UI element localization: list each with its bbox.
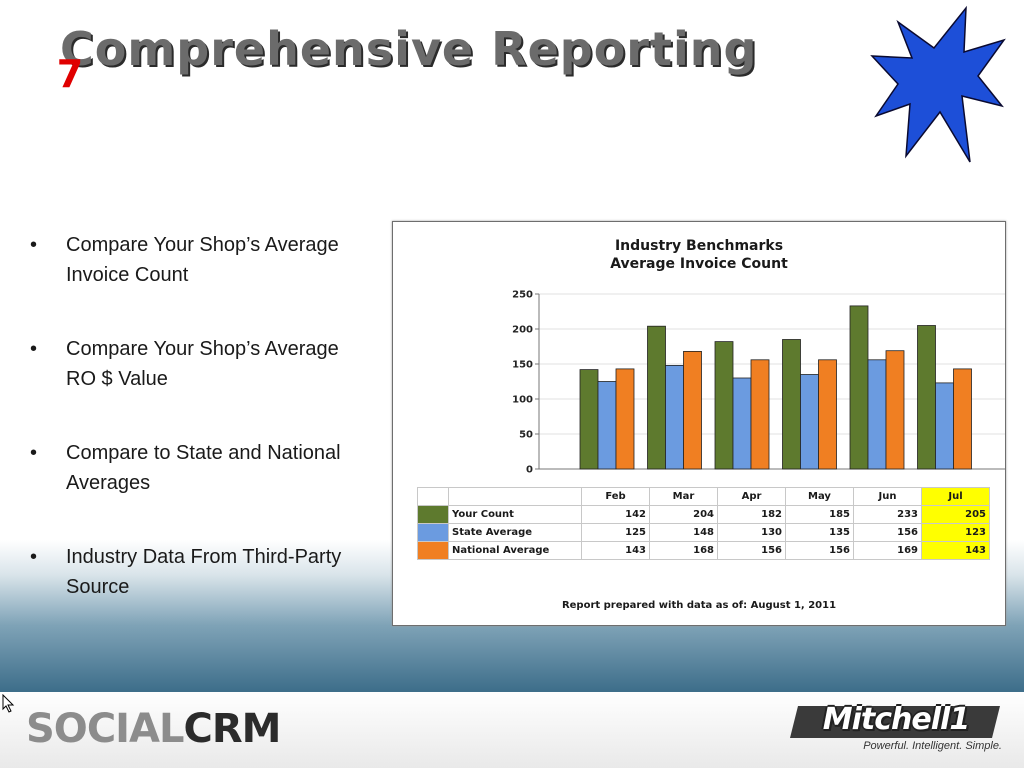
bullet-dot-icon: • <box>30 546 38 568</box>
table-header-cell: Mar <box>649 487 718 506</box>
y-tick-label: 50 <box>519 430 533 441</box>
starburst-icon <box>870 5 1006 163</box>
legend-swatch <box>417 523 449 542</box>
table-header-cell: May <box>785 487 854 506</box>
table-cell: 204 <box>649 505 718 524</box>
table-cell: 156 <box>717 541 786 560</box>
table-cell: 156 <box>853 523 922 542</box>
bar <box>597 381 617 470</box>
bullet-item: • Industry Data From Third-Party Source <box>30 542 360 602</box>
table-cell: 142 <box>581 505 650 524</box>
bar <box>665 364 684 470</box>
table-header-cell: Jun <box>853 487 922 506</box>
y-tick-label: 150 <box>512 360 533 371</box>
bar <box>818 359 837 470</box>
y-tick-label: 200 <box>512 325 533 336</box>
table-row: State Average 125 148 130 135 156 123 <box>417 523 990 542</box>
bullet-dot-icon: • <box>30 338 38 360</box>
table-cell: 205 <box>921 505 990 524</box>
bullet-dot-icon: • <box>30 234 38 256</box>
bar <box>714 341 734 470</box>
mitchell1-wordmark: Mitchell1 <box>822 702 970 737</box>
table-cell: 130 <box>717 523 786 542</box>
bar <box>867 359 887 470</box>
bullet-text: Compare Your Shop’s Average Invoice Coun… <box>66 234 339 286</box>
y-tick-label: 100 <box>512 395 533 406</box>
series-name-cell: State Average <box>448 523 582 542</box>
table-cell: 143 <box>581 541 650 560</box>
table-cell: 233 <box>853 505 922 524</box>
table-header-cell: Apr <box>717 487 786 506</box>
table-header-cell <box>417 487 449 506</box>
chart-title: Industry Benchmarks <box>614 238 784 254</box>
bar <box>579 369 599 470</box>
mitchell1-tagline: Powerful. Intelligent. Simple. <box>863 740 1002 752</box>
bar <box>750 359 770 470</box>
y-tick-label: 0 <box>526 465 533 476</box>
bar <box>732 377 752 470</box>
logo-crm-text: CRM <box>183 706 282 752</box>
series-name-cell: Your Count <box>448 505 582 524</box>
table-row: National Average 143 168 156 156 169 143 <box>417 541 990 560</box>
bullet-item: • Compare Your Shop’s Average RO $ Value <box>30 334 360 394</box>
bullet-item: • Compare to State and National Averages <box>30 438 360 498</box>
bar <box>849 305 869 470</box>
table-cell: 156 <box>785 541 854 560</box>
bar <box>935 382 954 470</box>
bar <box>800 374 819 470</box>
data-table: Feb Mar Apr May Jun Jul Your Count 142 204 182 185… <box>417 487 990 560</box>
table-cell: 143 <box>921 541 990 560</box>
bar <box>647 325 666 470</box>
table-cell: 135 <box>785 523 854 542</box>
table-cell: 125 <box>581 523 650 542</box>
legend-swatch <box>417 505 449 524</box>
bullet-list: • Compare Your Shop’s Average Invoice Cou… <box>30 230 360 646</box>
bullet-text: Compare Your Shop’s Average RO $ Value <box>66 338 339 390</box>
logo-social-text: SOCIAL <box>26 706 184 752</box>
bar <box>917 325 936 470</box>
bullet-text: Compare to State and National Averages <box>66 442 341 494</box>
mitchell1-logo <box>790 706 1000 738</box>
report-note: Report prepared with data as of: August … <box>561 600 837 611</box>
chart-subtitle: Average Invoice Count <box>610 256 788 272</box>
table-header-cell <box>448 487 582 506</box>
bar <box>683 350 702 470</box>
badge-number: 7 <box>56 52 84 96</box>
bar-chart: 0 50 100 150 200 250 <box>512 290 1005 476</box>
bar <box>615 368 635 470</box>
report-panel: Industry Benchmarks Average Invoice Coun… <box>392 221 1006 626</box>
table-cell: 182 <box>717 505 786 524</box>
table-cell: 168 <box>649 541 718 560</box>
table-header-cell: Jul <box>921 487 990 506</box>
table-header-cell: Feb <box>581 487 650 506</box>
bar <box>953 368 972 470</box>
slide-title: Comprehensive Reporting <box>60 22 758 76</box>
bar <box>782 339 801 470</box>
table-cell: 169 <box>853 541 922 560</box>
legend-swatch <box>417 541 449 560</box>
series-name-cell: National Average <box>448 541 582 560</box>
socialcrm-logo: SOCIALCRM <box>26 706 282 752</box>
table-cell: 148 <box>649 523 718 542</box>
table-cell: 185 <box>785 505 854 524</box>
bullet-item: • Compare Your Shop’s Average Invoice Cou… <box>30 230 360 290</box>
bullet-dot-icon: • <box>30 442 38 464</box>
table-cell: 123 <box>921 523 990 542</box>
y-tick-label: 250 <box>512 290 533 301</box>
table-header-row: Feb Mar Apr May Jun Jul <box>417 487 990 506</box>
bullet-text: Industry Data From Third-Party Source <box>66 546 342 598</box>
mouse-pointer-icon <box>2 694 15 713</box>
table-row: Your Count 142 204 182 185 233 205 <box>417 505 990 524</box>
bar <box>885 350 905 470</box>
